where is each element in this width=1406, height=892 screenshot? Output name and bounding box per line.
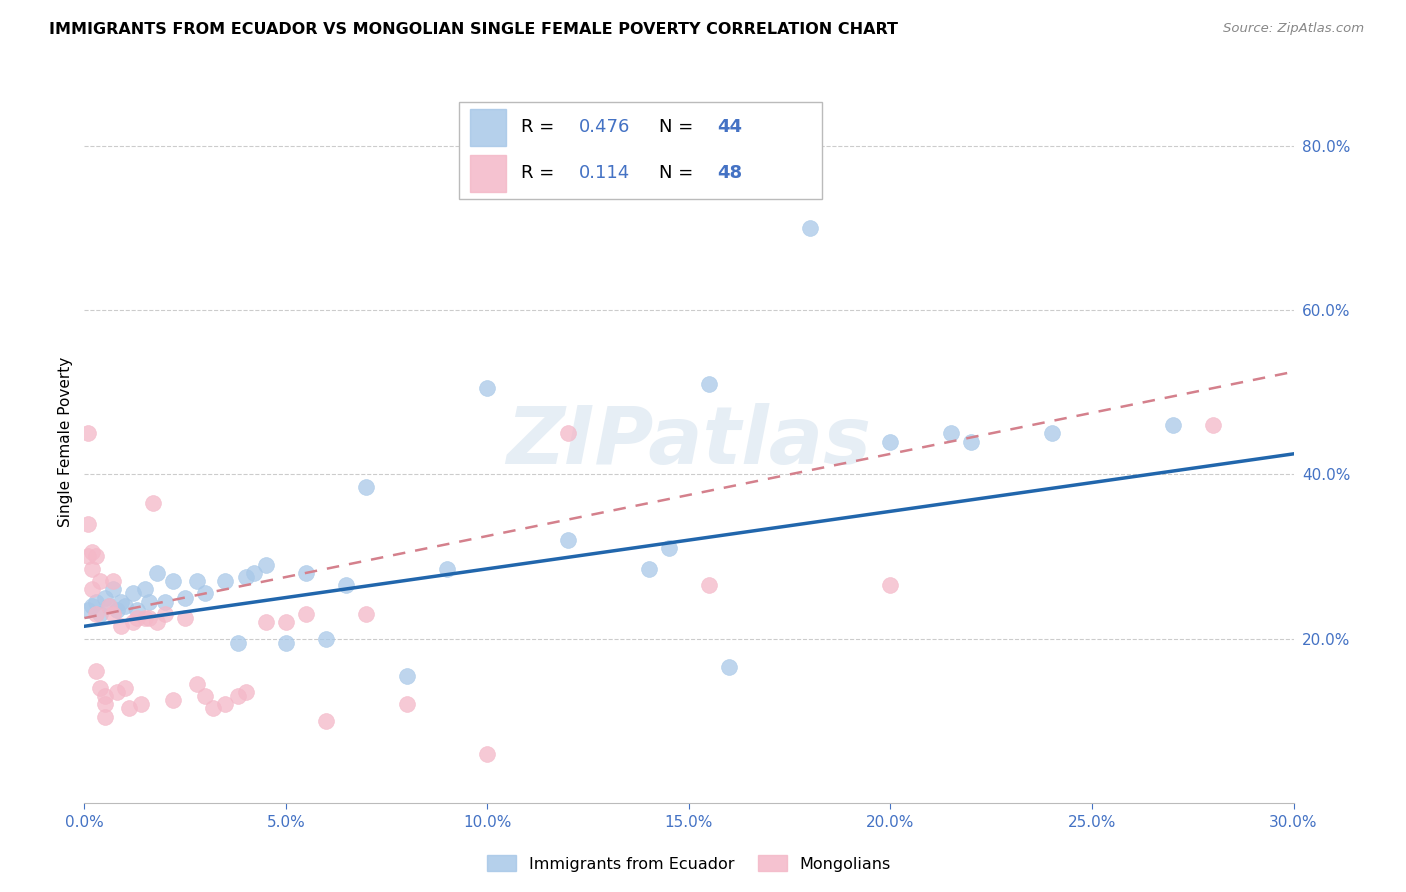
Point [226, 636, 249, 650]
Point [295, 607, 318, 621]
Point [1161, 418, 1184, 433]
Point [77, 516, 100, 531]
Point [194, 586, 217, 600]
Point [799, 221, 821, 235]
Point [658, 541, 681, 556]
Point [235, 570, 257, 584]
Point [77, 603, 100, 617]
Point [879, 578, 901, 592]
Point [77, 549, 100, 564]
Point [86, 665, 108, 679]
Point [82, 562, 104, 576]
Point [295, 566, 318, 580]
Point [138, 611, 160, 625]
Point [93, 709, 115, 723]
Point [395, 698, 418, 712]
Point [174, 591, 197, 605]
Point [335, 578, 357, 592]
Point [125, 611, 148, 625]
Point [1040, 426, 1063, 441]
Point [82, 582, 104, 597]
Point [557, 533, 579, 547]
Point [86, 594, 108, 608]
Point [101, 574, 124, 588]
Point [110, 594, 132, 608]
Point [114, 681, 136, 695]
Point [93, 591, 115, 605]
Point [226, 689, 249, 703]
Point [86, 549, 108, 564]
Point [1202, 418, 1225, 433]
Point [82, 545, 104, 559]
Point [235, 685, 257, 699]
Point [105, 603, 128, 617]
Point [242, 566, 264, 580]
Point [718, 660, 741, 674]
Point [162, 693, 184, 707]
Point [697, 578, 720, 592]
Y-axis label: Single Female Poverty: Single Female Poverty [58, 357, 73, 526]
Point [134, 582, 156, 597]
Point [557, 426, 579, 441]
Point [214, 574, 236, 588]
Point [105, 685, 128, 699]
Point [274, 615, 297, 630]
Point [194, 689, 217, 703]
Point [93, 689, 115, 703]
Point [97, 599, 120, 613]
Point [89, 681, 111, 695]
Point [125, 603, 148, 617]
Point [254, 558, 277, 572]
Legend: Immigrants from Ecuador, Mongolians: Immigrants from Ecuador, Mongolians [481, 848, 897, 878]
Point [142, 496, 165, 510]
Text: ZIPatlas: ZIPatlas [506, 402, 872, 481]
Point [939, 426, 962, 441]
Point [162, 574, 184, 588]
Point [114, 599, 136, 613]
Point [315, 714, 337, 728]
Point [174, 611, 197, 625]
Point [477, 747, 499, 761]
Point [134, 611, 156, 625]
Point [436, 562, 458, 576]
Point [186, 677, 208, 691]
Point [97, 599, 120, 613]
Point [146, 615, 169, 630]
Point [879, 434, 901, 449]
Point [153, 607, 176, 621]
Point [93, 698, 115, 712]
Point [129, 698, 152, 712]
Point [202, 701, 225, 715]
Text: IMMIGRANTS FROM ECUADOR VS MONGOLIAN SINGLE FEMALE POVERTY CORRELATION CHART: IMMIGRANTS FROM ECUADOR VS MONGOLIAN SIN… [49, 22, 898, 37]
Text: Source: ZipAtlas.com: Source: ZipAtlas.com [1223, 22, 1364, 36]
Point [214, 698, 236, 712]
Point [82, 599, 104, 613]
Point [960, 434, 983, 449]
Point [146, 566, 169, 580]
Point [356, 607, 378, 621]
Point [86, 607, 108, 621]
Point [697, 377, 720, 392]
Point [89, 607, 111, 621]
Point [101, 607, 124, 621]
Point [395, 668, 418, 682]
Point [186, 574, 208, 588]
Point [110, 619, 132, 633]
Point [153, 594, 176, 608]
Point [315, 632, 337, 646]
Point [121, 615, 143, 630]
Point [118, 701, 141, 715]
Point [89, 574, 111, 588]
Point [637, 562, 659, 576]
Point [101, 582, 124, 597]
Point [356, 480, 378, 494]
Point [121, 586, 143, 600]
Point [274, 636, 297, 650]
Point [254, 615, 277, 630]
Point [138, 594, 160, 608]
Point [77, 426, 100, 441]
Point [477, 381, 499, 395]
